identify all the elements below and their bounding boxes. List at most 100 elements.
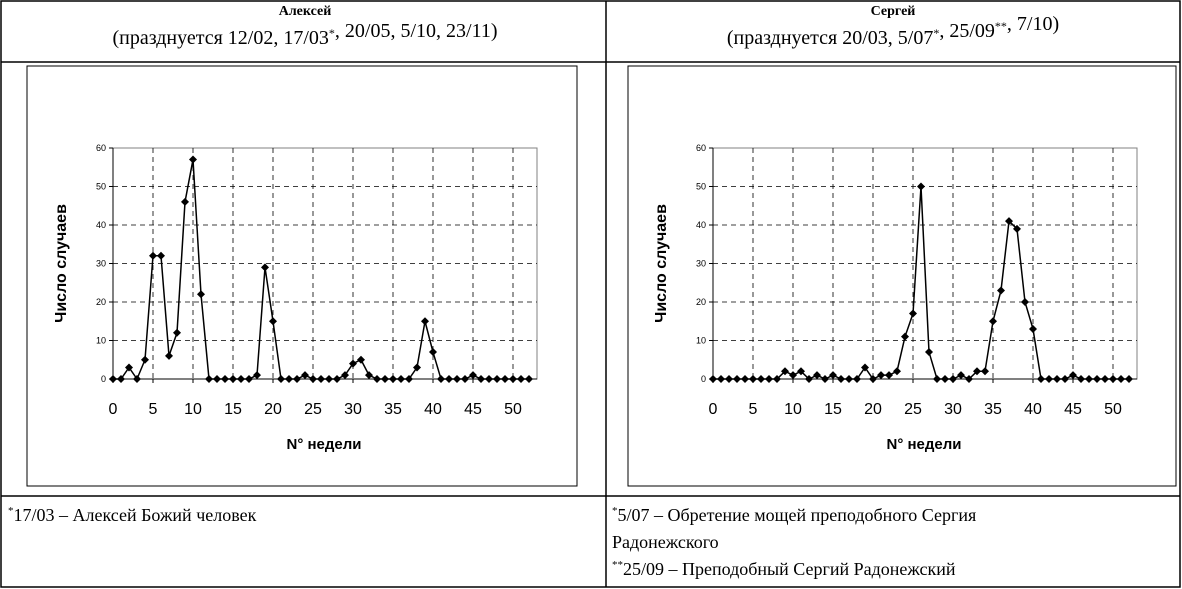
data-point	[1117, 375, 1125, 383]
data-point	[181, 197, 189, 206]
data-point	[205, 375, 213, 383]
y-tick-label: 10	[696, 336, 706, 346]
data-point	[957, 371, 965, 380]
data-point	[221, 375, 229, 383]
data-point	[1085, 375, 1093, 383]
data-point	[437, 375, 445, 383]
data-point	[349, 359, 357, 368]
data-point	[989, 317, 997, 326]
y-tick-label: 10	[96, 336, 106, 346]
superscript: *	[329, 26, 335, 40]
data-point	[765, 375, 773, 383]
data-point	[189, 155, 197, 164]
data-point	[517, 375, 525, 383]
data-point	[317, 375, 325, 383]
data-point	[493, 375, 501, 383]
data-point	[1125, 375, 1133, 383]
data-point	[757, 375, 765, 383]
x-tick-label: 40	[1024, 401, 1042, 418]
data-point	[125, 363, 133, 372]
x-tick-label: 45	[1064, 401, 1082, 418]
data-point	[525, 375, 533, 383]
data-point	[941, 375, 949, 383]
y-tick-label: 50	[696, 182, 706, 192]
y-tick-label: 20	[696, 297, 706, 307]
data-point	[301, 371, 309, 380]
data-point	[445, 375, 453, 383]
data-point	[901, 332, 909, 341]
text-run: , 7/10)	[1007, 13, 1059, 35]
footnote: *5/07 – Обретение мощей преподобного Сер…	[612, 505, 976, 525]
x-tick-label: 5	[749, 401, 758, 418]
panel-title: Алексей	[279, 4, 332, 19]
x-tick-label: 10	[184, 401, 202, 418]
y-tick-label: 60	[696, 143, 706, 153]
data-point	[1013, 224, 1021, 233]
data-point	[333, 375, 341, 383]
x-tick-label: 15	[824, 401, 842, 418]
x-tick-label: 45	[464, 401, 482, 418]
data-point	[1029, 324, 1037, 333]
data-point	[165, 351, 173, 360]
panel-subtitle: (празднуется 20/03, 5/07*, 25/09**, 7/10…	[727, 13, 1059, 49]
data-point	[1021, 298, 1029, 306]
data-point	[973, 367, 981, 376]
data-point	[741, 375, 749, 383]
data-point	[1045, 375, 1053, 383]
data-point	[485, 375, 493, 383]
data-point	[213, 375, 221, 383]
x-tick-label: 35	[384, 401, 402, 418]
panel-subtitle: (празднуется 12/02, 17/03*, 20/05, 5/10,…	[112, 20, 497, 49]
chart-frame	[627, 65, 1177, 487]
data-point	[885, 371, 893, 380]
data-point	[197, 290, 205, 299]
y-tick-label: 30	[96, 259, 106, 269]
data-point	[365, 371, 373, 380]
data-point	[893, 367, 901, 376]
y-tick-label: 20	[96, 297, 106, 307]
data-point	[781, 367, 789, 376]
x-tick-label: 35	[984, 401, 1002, 418]
y-tick-label: 0	[701, 374, 706, 384]
x-tick-label: 15	[224, 401, 242, 418]
superscript: **	[612, 559, 623, 571]
text-run: , 25/09	[939, 20, 995, 42]
x-tick-label: 25	[904, 401, 922, 418]
text-run: (празднуется 20/03, 5/07	[727, 27, 933, 49]
data-line	[113, 159, 529, 381]
data-point	[429, 348, 437, 357]
data-point	[373, 375, 381, 383]
data-point	[813, 371, 821, 380]
data-point	[253, 371, 261, 380]
data-point	[405, 375, 413, 383]
data-point	[789, 371, 797, 380]
data-point	[821, 375, 829, 383]
data-point	[109, 375, 117, 383]
x-tick-label: 0	[709, 401, 718, 418]
chart-frame	[26, 65, 578, 487]
superscript: *	[8, 505, 14, 517]
data-point	[501, 375, 509, 383]
x-tick-label: 30	[344, 401, 362, 418]
x-tick-label: 40	[424, 401, 442, 418]
data-point	[237, 375, 245, 383]
data-point	[453, 375, 461, 383]
x-tick-label: 25	[304, 401, 322, 418]
text-run: 5/07 – Обретение мощей преподобного Серг…	[618, 505, 977, 525]
data-point	[357, 355, 365, 364]
data-point	[829, 371, 837, 380]
footnote: *17/03 – Алексей Божий человек	[8, 505, 257, 525]
data-point	[845, 375, 853, 383]
data-point	[749, 375, 757, 383]
data-point	[133, 375, 141, 383]
x-tick-label: 20	[864, 401, 882, 418]
data-point	[141, 355, 149, 364]
data-point	[981, 367, 989, 376]
x-axis-label: N° недели	[886, 436, 961, 453]
data-point	[869, 375, 877, 383]
y-tick-label: 60	[96, 143, 106, 153]
data-point	[117, 375, 125, 383]
y-axis-label: Число случаев	[53, 204, 70, 323]
data-point	[805, 375, 813, 383]
